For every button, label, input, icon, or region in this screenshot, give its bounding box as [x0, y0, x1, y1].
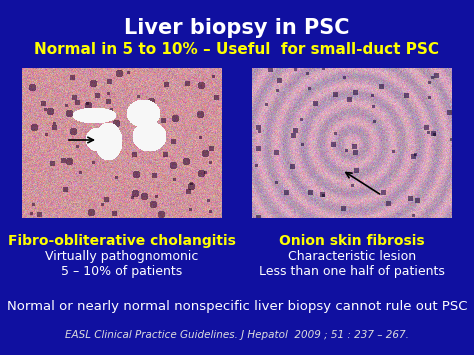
Text: EASL Clinical Practice Guidelines. J Hepatol  2009 ; 51 : 237 – 267.: EASL Clinical Practice Guidelines. J Hep… [65, 330, 409, 340]
Text: Fibro-obliterative cholangitis: Fibro-obliterative cholangitis [8, 234, 236, 248]
Text: Onion skin fibrosis: Onion skin fibrosis [279, 234, 425, 248]
Text: Normal in 5 to 10% – Useful  for small-duct PSC: Normal in 5 to 10% – Useful for small-du… [35, 42, 439, 57]
Text: Less than one half of patients: Less than one half of patients [259, 265, 445, 278]
Text: Normal or nearly normal nonspecific liver biopsy cannot rule out PSC: Normal or nearly normal nonspecific live… [7, 300, 467, 313]
Text: Virtually pathognomonic: Virtually pathognomonic [46, 250, 199, 263]
Text: Characteristic lesion: Characteristic lesion [288, 250, 416, 263]
Text: 5 – 10% of patients: 5 – 10% of patients [61, 265, 182, 278]
Text: Liver biopsy in PSC: Liver biopsy in PSC [124, 18, 350, 38]
